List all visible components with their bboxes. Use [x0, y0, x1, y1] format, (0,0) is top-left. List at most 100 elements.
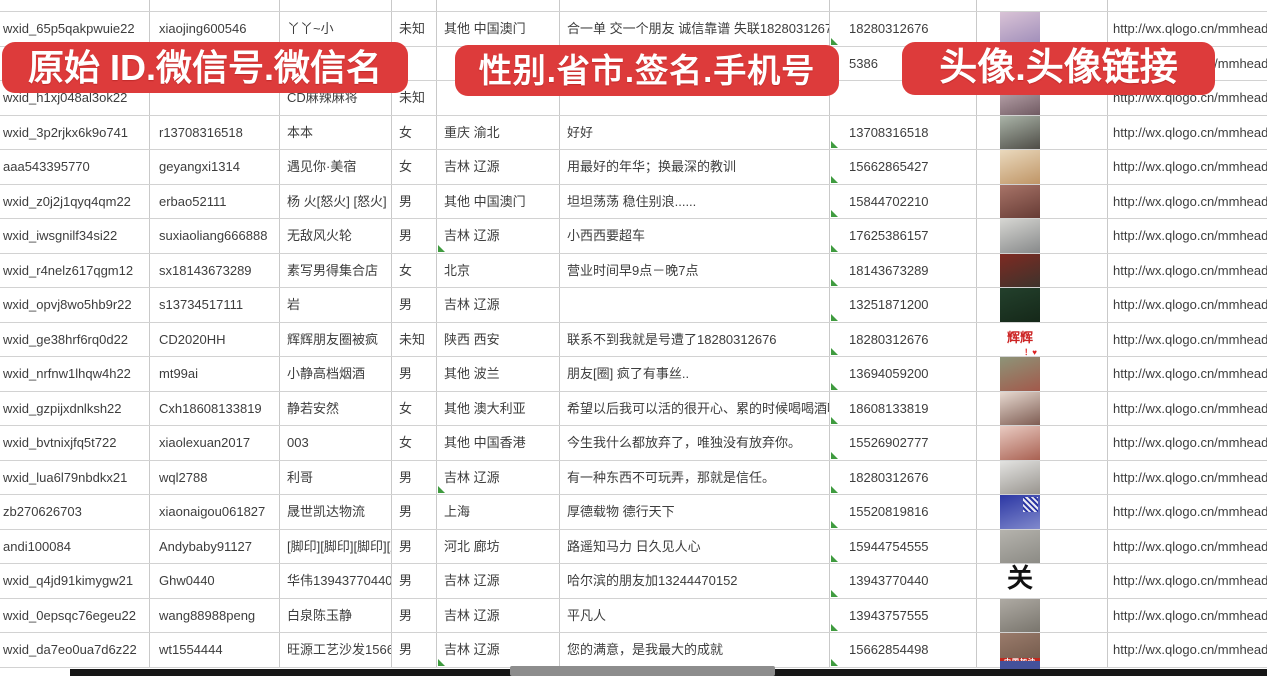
cell-signature[interactable]: 小西西要超车 — [560, 219, 830, 253]
cell-signature[interactable]: 好好 — [560, 115, 830, 149]
avatar-image[interactable] — [1000, 253, 1040, 287]
cell-wechat-name[interactable]: 杨 火[怒火] [怒火] — [280, 184, 392, 218]
cell-avatar[interactable] — [977, 529, 1108, 563]
cell-region[interactable]: 陕西 西安 — [437, 322, 560, 356]
cell-region[interactable]: 北京 — [437, 253, 560, 287]
cell-wechat-number[interactable]: Andybaby91127 — [150, 529, 280, 563]
avatar-image[interactable] — [1000, 495, 1040, 529]
cell-gender[interactable]: 未知 — [392, 12, 437, 46]
cell-gender[interactable]: 女 — [392, 150, 437, 184]
cell-phone[interactable]: 13251871200 — [830, 288, 977, 322]
cell-wechat-name[interactable]: 素写男得集合店 — [280, 253, 392, 287]
cell-original-id[interactable]: wxid_h1xj048al3ok22 — [0, 81, 150, 115]
avatar-image[interactable] — [1000, 115, 1040, 149]
cell-region[interactable]: 其他 波兰 — [437, 357, 560, 391]
cell-signature[interactable] — [560, 288, 830, 322]
cell-original-id[interactable]: wxid_lua6l79nbdkx21 — [0, 460, 150, 494]
cell-avatar[interactable] — [977, 288, 1108, 322]
cell-avatar[interactable] — [977, 0, 1108, 11]
cell-avatar-link[interactable]: http://wx.qlogo.cn/mmhead — [1113, 124, 1267, 140]
cell-gender[interactable]: 男 — [392, 564, 437, 598]
cell-wechat-number[interactable]: Cxh18608133819 — [150, 391, 280, 425]
cell-region[interactable]: 吉林 辽源 — [437, 219, 560, 253]
cell-gender[interactable]: 男 — [392, 598, 437, 632]
cell-gender[interactable]: 男 — [392, 529, 437, 563]
cell-avatar[interactable] — [977, 495, 1108, 529]
cell-original-id[interactable]: wxid_opvj8wo5hb9r22 — [0, 288, 150, 322]
cell-signature[interactable]: 有一种东西不可玩弄，那就是信任。 — [560, 460, 830, 494]
cell-gender[interactable]: 男 — [392, 219, 437, 253]
cell-region[interactable]: 河北 廊坊 — [437, 529, 560, 563]
cell-gender[interactable]: 女 — [392, 253, 437, 287]
cell-wechat-number[interactable]: xiaolexuan2017 — [150, 426, 280, 460]
cell-gender[interactable]: 男 — [392, 357, 437, 391]
cell-original-id[interactable]: wxid_gzpijxdnlksh22 — [0, 391, 150, 425]
cell-region[interactable] — [437, 0, 560, 11]
cell-gender[interactable]: 未知 — [392, 322, 437, 356]
cell-gender[interactable]: 男 — [392, 495, 437, 529]
cell-signature[interactable] — [560, 81, 830, 115]
cell-avatar-link[interactable]: http://wx.qlogo.cn/mmhead — [1113, 159, 1267, 174]
cell-avatar-link[interactable]: http://wx.qlogo.cn/mmhead — [1113, 262, 1267, 278]
cell-phone[interactable]: 13708316518 — [830, 115, 977, 149]
cell-wechat-name[interactable]: 旺源工艺沙发15662854 — [280, 633, 392, 667]
cell-region[interactable]: 其他 中国香港 — [437, 426, 560, 460]
cell-avatar[interactable] — [977, 184, 1108, 218]
cell-avatar[interactable] — [977, 357, 1108, 391]
cell-region[interactable]: 其他 澳大利亚 — [437, 391, 560, 425]
cell-wechat-number[interactable]: wang88988peng — [150, 598, 280, 632]
cell-avatar-link[interactable]: http://wx.qlogo.cn/mmhead — [1113, 504, 1267, 519]
cell-avatar-link[interactable]: http://wx.qlogo.cn/mmhead — [1113, 193, 1267, 209]
cell-gender[interactable]: 女 — [392, 426, 437, 460]
cell-gender[interactable] — [392, 0, 437, 11]
cell-gender[interactable] — [392, 46, 437, 80]
scrollbar-thumb[interactable] — [510, 666, 775, 676]
cell-wechat-name[interactable]: 静若安然 — [280, 391, 392, 425]
avatar-image[interactable]: 辉辉 ！♥ — [1000, 322, 1040, 356]
avatar-image[interactable] — [1000, 184, 1040, 218]
cell-signature[interactable]: 路遥知马力 日久见人心 — [560, 529, 830, 563]
cell-avatar[interactable] — [977, 12, 1108, 46]
cell-phone[interactable]: 13943770440 — [830, 564, 977, 598]
cell-phone[interactable]: 17625386157 — [830, 219, 977, 253]
cell-wechat-number[interactable]: xiaojing600546 — [150, 12, 280, 46]
cell-avatar-link[interactable]: http://wx.qlogo.cn/mmhead — [1113, 435, 1267, 450]
cell-wechat-number[interactable]: Ghw0440 — [150, 564, 280, 598]
cell-region[interactable]: 其他 中国澳门 — [437, 12, 560, 46]
cell-signature[interactable]: 今生我什么都放弃了，唯独没有放弃你。 — [560, 426, 830, 460]
cell-gender[interactable]: 男 — [392, 633, 437, 667]
cell-region[interactable] — [437, 81, 560, 115]
cell-wechat-number[interactable] — [150, 81, 280, 115]
cell-gender[interactable]: 女 — [392, 115, 437, 149]
cell-wechat-number[interactable]: CD2020HH — [150, 322, 280, 356]
cell-wechat-name[interactable]: 本本 — [280, 115, 392, 149]
cell-avatar[interactable]: 辉辉 ！♥ — [977, 322, 1108, 356]
cell-region[interactable]: 其他 中国澳门 — [437, 184, 560, 218]
cell-wechat-name[interactable]: 无敌风火轮 — [280, 219, 392, 253]
cell-signature[interactable]: 联系不到我就是号遭了18280312676 — [560, 322, 830, 356]
cell-original-id[interactable]: wxid_z0j2j1qyq4qm22 — [0, 184, 150, 218]
avatar-image[interactable] — [1000, 288, 1040, 322]
avatar-image[interactable]: 关 — [1000, 564, 1040, 598]
avatar-image[interactable] — [1000, 529, 1040, 563]
cell-phone[interactable]: 15520819816 — [830, 495, 977, 529]
cell-phone[interactable]: 15844702210 — [830, 184, 977, 218]
cell-original-id[interactable]: wxid_q4jd91kimygw21 — [0, 564, 150, 598]
cell-wechat-name[interactable]: 遇见你·美宿 — [280, 150, 392, 184]
cell-region[interactable]: 吉林 辽源 — [437, 633, 560, 667]
cell-region[interactable]: 重庆 渝北 — [437, 115, 560, 149]
cell-phone[interactable]: 18608133819 — [830, 391, 977, 425]
horizontal-scrollbar[interactable] — [70, 666, 1267, 676]
cell-gender[interactable]: 男 — [392, 184, 437, 218]
avatar-image[interactable] — [1000, 426, 1040, 460]
cell-avatar-link[interactable]: http://wx.qlogo.cn/mmhead — [1113, 297, 1267, 312]
cell-original-id[interactable]: wxid_65p5qakpwuie22 — [0, 12, 150, 46]
cell-signature[interactable]: 坦坦荡荡 稳住别浪...... — [560, 184, 830, 218]
cell-signature[interactable]: 朋友[圈] 疯了有事丝.. — [560, 357, 830, 391]
cell-gender[interactable]: 男 — [392, 288, 437, 322]
cell-signature[interactable]: 用最好的年华；换最深的教训 — [560, 150, 830, 184]
cell-phone[interactable]: 18280312676 — [830, 12, 977, 46]
avatar-image[interactable] — [1000, 150, 1040, 184]
avatar-image[interactable] — [1000, 460, 1040, 494]
cell-phone[interactable]: 18143673289 — [830, 253, 977, 287]
